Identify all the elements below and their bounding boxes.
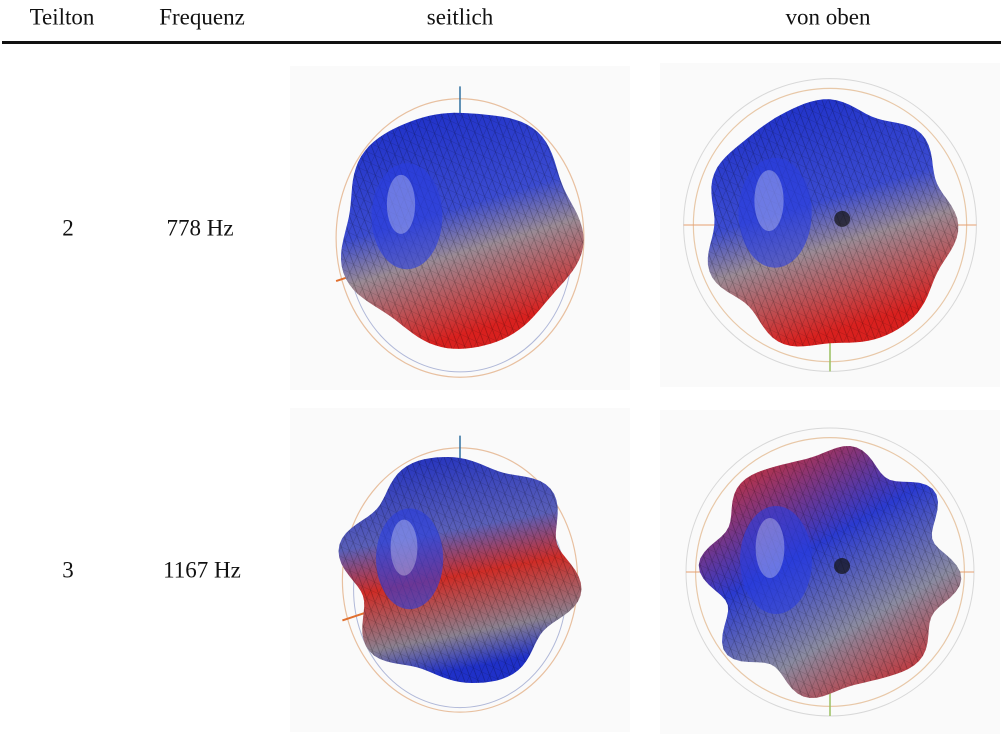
cell: 3 xyxy=(62,557,74,582)
header-rule xyxy=(2,41,1001,44)
center xyxy=(834,211,850,227)
center xyxy=(834,558,850,574)
highlight xyxy=(754,170,783,231)
header-cell: von oben xyxy=(786,4,871,29)
page: Teilton Frequenz seitlich von oben 2 778… xyxy=(0,0,1003,744)
highlight xyxy=(387,175,415,234)
highlight xyxy=(756,518,785,578)
header-cell: Teilton xyxy=(30,4,95,29)
table: Teilton Frequenz seitlich von oben 2 778… xyxy=(0,0,1003,744)
cell: 1167 Hz xyxy=(163,557,241,582)
cell: 2 xyxy=(62,215,74,240)
figures xyxy=(290,63,1000,734)
cell: 778 Hz xyxy=(166,215,233,240)
header-cell: Frequenz xyxy=(159,4,245,29)
highlight xyxy=(391,520,418,576)
header-cell: seitlich xyxy=(427,4,494,29)
